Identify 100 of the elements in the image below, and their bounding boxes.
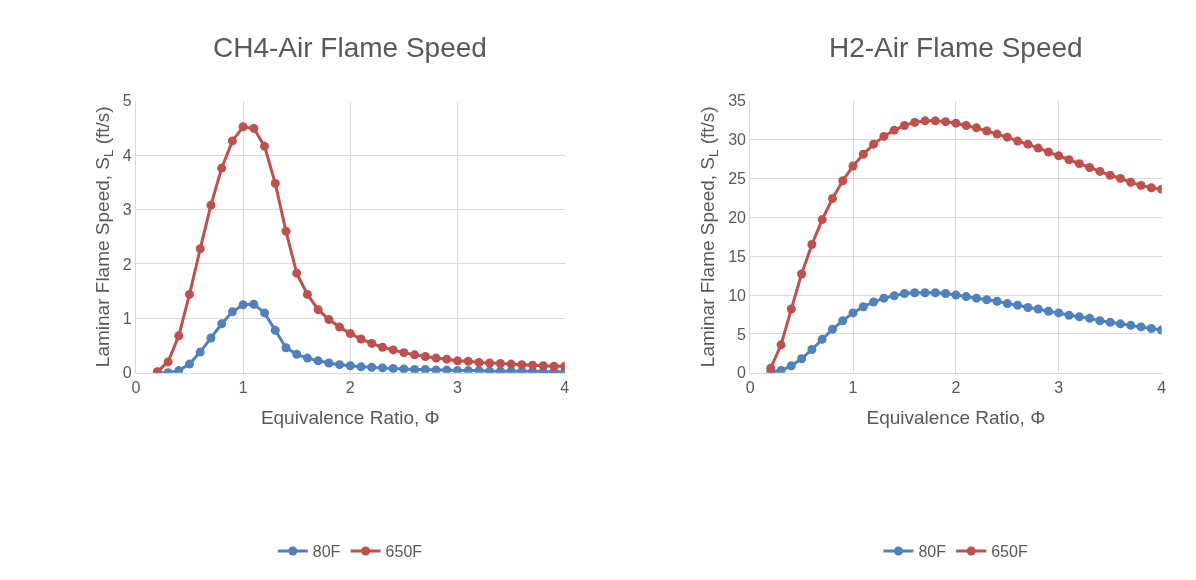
- x-tick-label: 2: [345, 379, 355, 396]
- point: [961, 292, 971, 302]
- point: [377, 363, 387, 373]
- point: [1105, 170, 1115, 180]
- point: [786, 304, 796, 314]
- point: [1064, 310, 1074, 320]
- point: [1085, 163, 1095, 173]
- point: [217, 163, 227, 173]
- point: [920, 288, 930, 298]
- point: [453, 366, 463, 373]
- point: [335, 322, 345, 332]
- point: [1023, 139, 1033, 149]
- point: [324, 314, 334, 324]
- y-tick-label: 2: [122, 255, 132, 273]
- y-tick-label: 0: [122, 364, 132, 382]
- point: [797, 354, 807, 364]
- point: [1054, 308, 1064, 318]
- y-tick-label: 25: [728, 170, 747, 187]
- point: [1136, 180, 1146, 190]
- point: [982, 295, 992, 305]
- y-tick-label: 35: [728, 92, 747, 110]
- point: [260, 308, 270, 318]
- point: [817, 215, 827, 225]
- point: [356, 334, 366, 344]
- point: [992, 129, 1002, 139]
- point: [838, 176, 848, 186]
- point: [528, 360, 538, 370]
- point: [797, 269, 807, 279]
- point: [195, 347, 205, 357]
- point: [1095, 316, 1105, 326]
- point: [217, 319, 227, 329]
- y-tick-label: 1: [122, 309, 132, 327]
- legend-label: 80F: [918, 543, 947, 561]
- point: [495, 359, 505, 369]
- point: [377, 342, 387, 352]
- x-axis-title: Equivalence Ratio, Φ: [260, 406, 440, 428]
- x-tick-label: 4: [1157, 379, 1167, 396]
- point: [302, 353, 312, 363]
- point: [410, 350, 420, 360]
- x-tick-label: 4: [560, 379, 570, 396]
- point: [163, 357, 173, 367]
- point: [270, 325, 280, 335]
- point: [807, 240, 817, 249]
- point: [431, 353, 441, 363]
- point: [766, 363, 776, 373]
- point: [463, 356, 473, 366]
- point: [238, 122, 248, 132]
- point: [474, 357, 484, 367]
- point: [506, 359, 516, 369]
- point: [827, 194, 837, 204]
- point: [517, 360, 527, 370]
- point: [399, 348, 409, 358]
- point: [1136, 322, 1146, 332]
- legend-label: 650F: [991, 543, 1028, 561]
- point: [807, 344, 817, 354]
- y-tick-label: 4: [122, 146, 132, 164]
- point: [910, 117, 920, 127]
- point: [1115, 173, 1125, 183]
- point: [827, 324, 837, 334]
- point: [982, 126, 992, 136]
- chart-title: CH4-Air Flame Speed: [213, 32, 487, 63]
- point: [185, 289, 194, 299]
- point: [817, 334, 827, 344]
- point: [281, 343, 291, 353]
- point: [1126, 177, 1136, 187]
- point: [260, 141, 270, 151]
- point: [838, 316, 848, 326]
- point: [920, 116, 930, 126]
- point: [485, 366, 495, 373]
- point: [961, 121, 971, 131]
- point: [1002, 299, 1012, 309]
- point: [1064, 155, 1074, 165]
- point: [388, 363, 398, 373]
- point: [324, 358, 334, 368]
- point: [302, 289, 312, 299]
- point: [1095, 166, 1105, 176]
- y-tick-label: 20: [728, 208, 747, 226]
- point: [313, 305, 323, 315]
- point: [399, 364, 409, 373]
- point: [971, 123, 981, 133]
- chart-title: H2-Air Flame Speed: [829, 32, 1083, 63]
- point: [292, 349, 302, 359]
- point: [206, 333, 216, 343]
- point: [281, 226, 291, 236]
- point: [1033, 304, 1043, 314]
- point: [1074, 312, 1084, 322]
- point: [442, 354, 452, 364]
- point: [442, 365, 452, 373]
- point: [1146, 183, 1156, 193]
- point: [951, 118, 961, 128]
- point: [238, 300, 248, 310]
- legend-label: 650F: [385, 543, 423, 561]
- point: [195, 244, 205, 254]
- point: [971, 293, 981, 303]
- point: [879, 131, 889, 141]
- point: [1146, 323, 1156, 333]
- point: [776, 365, 786, 373]
- point: [786, 361, 796, 371]
- point: [941, 288, 951, 298]
- point: [538, 361, 548, 371]
